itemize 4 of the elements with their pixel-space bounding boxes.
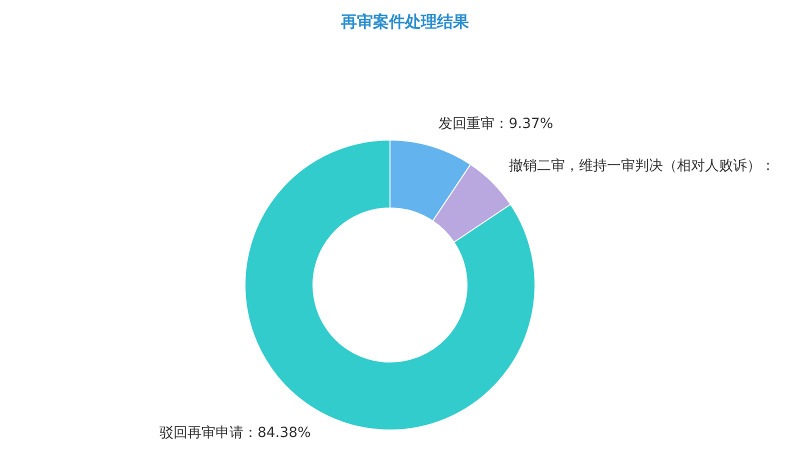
slice-label: 撤销二审，维持一审判决（相对人败诉）： — [508, 158, 775, 174]
chart-title: 再审案件处理结果 — [340, 12, 470, 31]
slice-label: 驳回再审申请：84.38% — [159, 425, 311, 442]
slice-label: 发回重审：9.37% — [438, 116, 554, 132]
